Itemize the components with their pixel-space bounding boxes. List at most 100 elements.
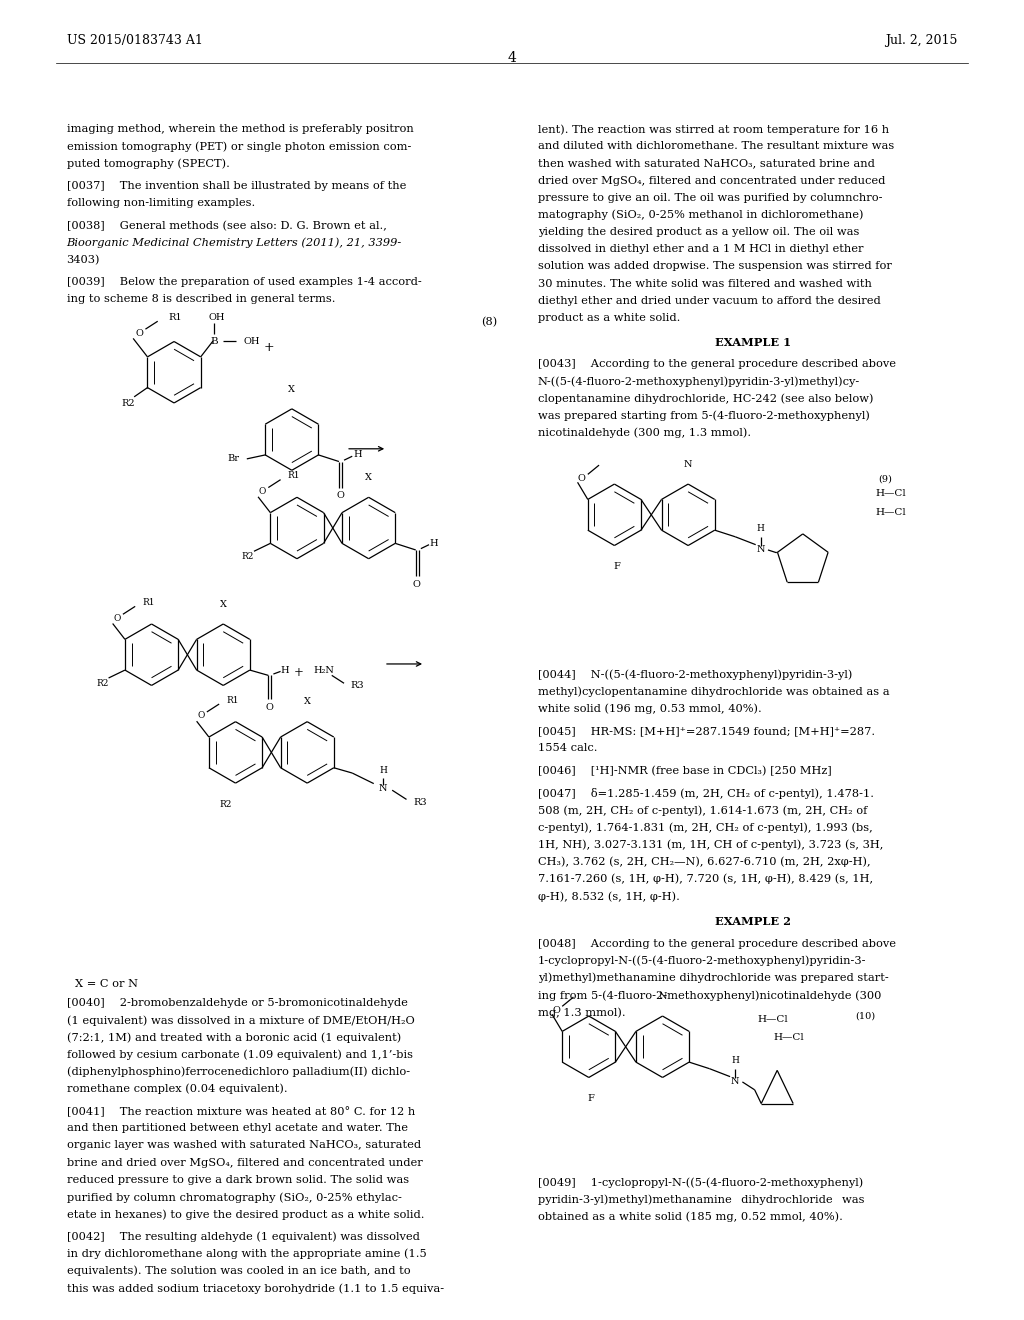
Text: then washed with saturated NaHCO₃, saturated brine and: then washed with saturated NaHCO₃, satur…	[538, 158, 874, 169]
Text: puted tomography (SPECT).: puted tomography (SPECT).	[67, 158, 229, 169]
Text: R2: R2	[219, 800, 231, 809]
Text: 1H, NH), 3.027-3.131 (m, 1H, CH of c-pentyl), 3.723 (s, 3H,: 1H, NH), 3.027-3.131 (m, 1H, CH of c-pen…	[538, 840, 883, 850]
Text: φ-H), 8.532 (s, 1H, φ-H).: φ-H), 8.532 (s, 1H, φ-H).	[538, 891, 680, 902]
Text: F: F	[613, 562, 620, 572]
Text: O: O	[578, 474, 586, 483]
Text: 3403): 3403)	[67, 255, 100, 265]
Text: white solid (196 mg, 0.53 mmol, 40%).: white solid (196 mg, 0.53 mmol, 40%).	[538, 704, 762, 714]
Text: romethane complex (0.04 equivalent).: romethane complex (0.04 equivalent).	[67, 1084, 287, 1094]
Text: brine and dried over MgSO₄, filtered and concentrated under: brine and dried over MgSO₄, filtered and…	[67, 1158, 422, 1168]
Text: N: N	[379, 784, 387, 793]
Text: c-pentyl), 1.764-1.831 (m, 2H, CH₂ of c-pentyl), 1.993 (bs,: c-pentyl), 1.764-1.831 (m, 2H, CH₂ of c-…	[538, 822, 872, 833]
Text: [0048]  According to the general procedure described above: [0048] According to the general procedur…	[538, 939, 896, 949]
Text: Br: Br	[227, 454, 240, 463]
Text: R1: R1	[288, 471, 300, 480]
Text: following non-limiting examples.: following non-limiting examples.	[67, 198, 255, 209]
Text: N-((5-(4-fluoro-2-methoxyphenyl)pyridin-3-yl)methyl)cy-: N-((5-(4-fluoro-2-methoxyphenyl)pyridin-…	[538, 376, 860, 387]
Text: R2: R2	[96, 678, 109, 688]
Text: OH: OH	[209, 313, 225, 322]
Text: mg, 1.3 mmol).: mg, 1.3 mmol).	[538, 1007, 626, 1018]
Text: (8): (8)	[481, 317, 498, 327]
Text: (9): (9)	[879, 475, 893, 483]
Text: [0044]  N-((5-(4-fluoro-2-methoxyphenyl)pyridin-3-yl): [0044] N-((5-(4-fluoro-2-methoxyphenyl)p…	[538, 669, 852, 680]
Text: R2: R2	[122, 399, 135, 408]
Text: 30 minutes. The white solid was filtered and washed with: 30 minutes. The white solid was filtered…	[538, 279, 871, 289]
Text: N: N	[658, 991, 667, 1001]
Text: dissolved in diethyl ether and a 1 M HCl in diethyl ether: dissolved in diethyl ether and a 1 M HCl…	[538, 244, 863, 255]
Text: this was added sodium triacetoxy borohydride (1.1 to 1.5 equiva-: this was added sodium triacetoxy borohyd…	[67, 1283, 443, 1294]
Text: H: H	[731, 1056, 739, 1065]
Text: EXAMPLE 1: EXAMPLE 1	[715, 337, 791, 347]
Text: and then partitioned between ethyl acetate and water. The: and then partitioned between ethyl aceta…	[67, 1123, 408, 1134]
Text: [0045]  HR-MS: [M+H]⁺=287.1549 found; [M+H]⁺=287.: [0045] HR-MS: [M+H]⁺=287.1549 found; [M+…	[538, 726, 874, 737]
Text: H—Cl: H—Cl	[773, 1034, 804, 1041]
Text: H: H	[281, 665, 289, 675]
Text: O: O	[258, 487, 266, 496]
Text: organic layer was washed with saturated NaHCO₃, saturated: organic layer was washed with saturated …	[67, 1140, 421, 1151]
Text: R1: R1	[226, 696, 239, 705]
Text: product as a white solid.: product as a white solid.	[538, 313, 680, 323]
Text: N: N	[757, 545, 765, 554]
Text: yielding the desired product as a yellow oil. The oil was: yielding the desired product as a yellow…	[538, 227, 859, 238]
Text: yl)methyl)methanamine dihydrochloride was prepared start-: yl)methyl)methanamine dihydrochloride wa…	[538, 973, 889, 983]
Text: O: O	[413, 579, 421, 589]
Text: 1554 calc.: 1554 calc.	[538, 743, 597, 754]
Text: B: B	[210, 337, 218, 346]
Text: equivalents). The solution was cooled in an ice bath, and to: equivalents). The solution was cooled in…	[67, 1266, 411, 1276]
Text: X: X	[289, 384, 295, 393]
Text: and diluted with dichloromethane. The resultant mixture was: and diluted with dichloromethane. The re…	[538, 141, 894, 152]
Text: [0040]  2-bromobenzaldehyde or 5-bromonicotinaldehyde: [0040] 2-bromobenzaldehyde or 5-bromonic…	[67, 998, 408, 1008]
Text: CH₃), 3.762 (s, 2H, CH₂—N), 6.627-6.710 (m, 2H, 2xφ-H),: CH₃), 3.762 (s, 2H, CH₂—N), 6.627-6.710 …	[538, 857, 870, 867]
Text: (7:2:1, 1M) and treated with a boronic acid (1 equivalent): (7:2:1, 1M) and treated with a boronic a…	[67, 1032, 400, 1043]
Text: H—Cl: H—Cl	[758, 1015, 788, 1023]
Text: +: +	[294, 667, 304, 680]
Text: matography (SiO₂, 0-25% methanol in dichloromethane): matography (SiO₂, 0-25% methanol in dich…	[538, 210, 863, 220]
Text: H: H	[379, 766, 387, 775]
Text: reduced pressure to give a dark brown solid. The solid was: reduced pressure to give a dark brown so…	[67, 1175, 409, 1185]
Text: Bioorganic Medicinal Chemistry Letters (2011), 21, 3399-: Bioorganic Medicinal Chemistry Letters (…	[67, 238, 401, 248]
Text: EXAMPLE 2: EXAMPLE 2	[715, 916, 791, 927]
Text: in dry dichloromethane along with the appropriate amine (1.5: in dry dichloromethane along with the ap…	[67, 1249, 426, 1259]
Text: (10): (10)	[855, 1012, 876, 1020]
Text: X: X	[220, 599, 226, 609]
Text: H: H	[353, 450, 361, 459]
Text: H: H	[757, 524, 765, 533]
Text: ing to scheme 8 is described in general terms.: ing to scheme 8 is described in general …	[67, 294, 335, 305]
Text: [0039]  Below the preparation of used examples 1-4 accord-: [0039] Below the preparation of used exa…	[67, 277, 421, 288]
Text: pyridin-3-yl)methyl)methanamine  dihydrochloride  was: pyridin-3-yl)methyl)methanamine dihydroc…	[538, 1195, 864, 1205]
Text: O: O	[552, 1006, 560, 1015]
Text: 7.161-7.260 (s, 1H, φ-H), 7.720 (s, 1H, φ-H), 8.429 (s, 1H,: 7.161-7.260 (s, 1H, φ-H), 7.720 (s, 1H, …	[538, 874, 872, 884]
Text: [0049]  1-cyclopropyl-N-((5-(4-fluoro-2-methoxyphenyl): [0049] 1-cyclopropyl-N-((5-(4-fluoro-2-m…	[538, 1177, 863, 1188]
Text: 508 (m, 2H, CH₂ of c-pentyl), 1.614-1.673 (m, 2H, CH₂ of: 508 (m, 2H, CH₂ of c-pentyl), 1.614-1.67…	[538, 805, 867, 816]
Text: Jul. 2, 2015: Jul. 2, 2015	[885, 34, 957, 48]
Text: N: N	[731, 1077, 739, 1086]
Text: purified by column chromatography (SiO₂, 0-25% ethylac-: purified by column chromatography (SiO₂,…	[67, 1192, 401, 1203]
Text: pressure to give an oil. The oil was purified by columnchrо-: pressure to give an oil. The oil was pur…	[538, 193, 882, 203]
Text: OH: OH	[244, 337, 260, 346]
Text: imaging method, wherein the method is preferably positron: imaging method, wherein the method is pr…	[67, 124, 414, 135]
Text: R1: R1	[168, 313, 181, 322]
Text: O: O	[135, 329, 143, 338]
Text: lent). The reaction was stirred at room temperature for 16 h: lent). The reaction was stirred at room …	[538, 124, 889, 135]
Text: O: O	[113, 614, 121, 623]
Text: O: O	[336, 491, 344, 500]
Text: [0046]  [¹H]-NMR (free base in CDCl₃) [250 MHz]: [0046] [¹H]-NMR (free base in CDCl₃) [25…	[538, 766, 831, 776]
Text: H—Cl: H—Cl	[876, 490, 906, 498]
Text: followed by cesium carbonate (1.09 equivalent) and 1,1’-bis: followed by cesium carbonate (1.09 equiv…	[67, 1049, 413, 1060]
Text: F: F	[588, 1094, 594, 1104]
Text: diethyl ether and dried under vacuum to afford the desired: diethyl ether and dried under vacuum to …	[538, 296, 881, 306]
Text: R3: R3	[414, 797, 427, 807]
Text: (diphenylphosphino)ferrocenedichloro palladium(II) dichlo-: (diphenylphosphino)ferrocenedichloro pal…	[67, 1067, 410, 1077]
Text: US 2015/0183743 A1: US 2015/0183743 A1	[67, 34, 203, 48]
Text: methyl)cyclopentanamine dihydrochloride was obtained as a: methyl)cyclopentanamine dihydrochloride …	[538, 686, 889, 697]
Text: emission tomography (PET) or single photon emission com-: emission tomography (PET) or single phot…	[67, 141, 411, 152]
Text: was prepared starting from 5-(4-fluoro-2-methoxyphenyl): was prepared starting from 5-(4-fluoro-2…	[538, 411, 869, 421]
Text: solution was added dropwise. The suspension was stirred for: solution was added dropwise. The suspens…	[538, 261, 892, 272]
Text: X = C or N: X = C or N	[75, 979, 138, 990]
Text: [0047]  δ=1.285-1.459 (m, 2H, CH₂ of c-pentyl), 1.478-1.: [0047] δ=1.285-1.459 (m, 2H, CH₂ of c-pe…	[538, 788, 873, 799]
Text: dried over MgSO₄, filtered and concentrated under reduced: dried over MgSO₄, filtered and concentra…	[538, 176, 885, 186]
Text: obtained as a white solid (185 mg, 0.52 mmol, 40%).: obtained as a white solid (185 mg, 0.52 …	[538, 1212, 843, 1222]
Text: H₂N: H₂N	[313, 665, 334, 675]
Text: [0042]  The resulting aldehyde (1 equivalent) was dissolved: [0042] The resulting aldehyde (1 equival…	[67, 1232, 420, 1242]
Text: O: O	[265, 702, 273, 711]
